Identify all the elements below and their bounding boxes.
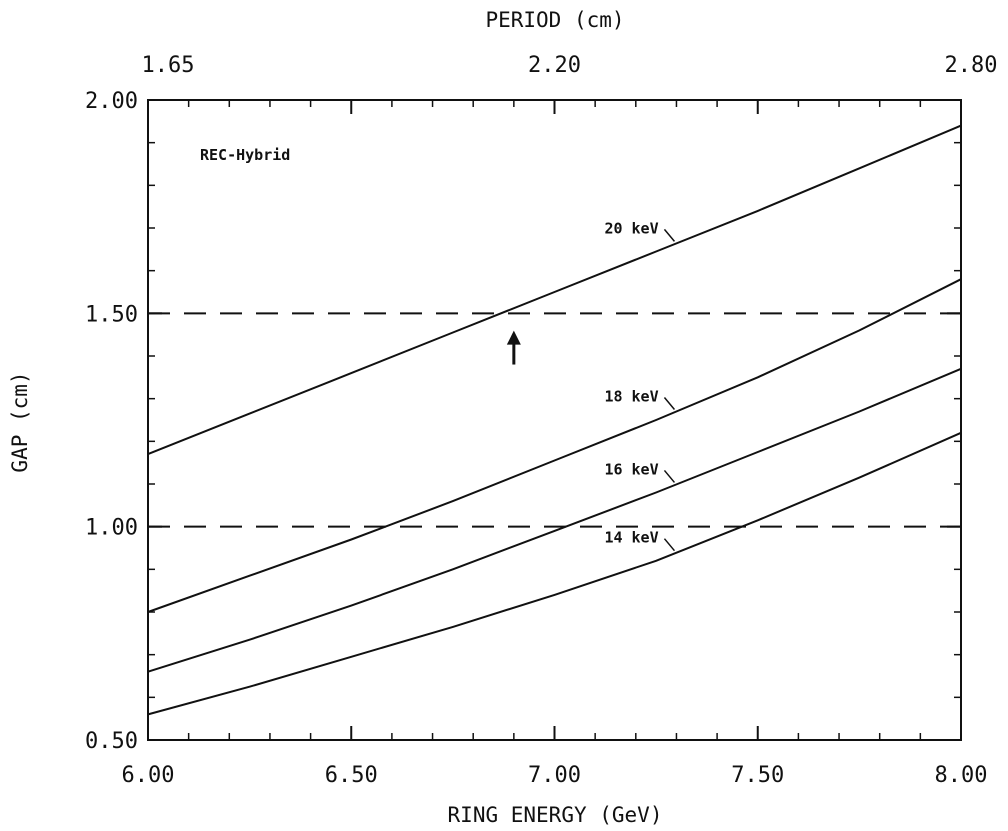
series-label-leader [663,396,676,410]
top-tick-label: 1.65 [142,53,195,78]
x-tick-label: 8.00 [935,763,988,788]
series-label-leader [663,228,676,242]
x-tick-label: 6.00 [122,763,175,788]
y-tick-label: 2.00 [85,89,138,114]
axis-ticks: 6.00 6.50 7.00 7.50 8.00 0.50 1.00 1.50 2.001.65… [85,53,997,788]
series-label-leader [663,469,676,483]
y-tick-label: 0.50 [85,729,138,754]
series-line [147,431,962,716]
series-label: 18 keV [604,387,658,405]
annotation-rec-hybrid: REC-Hybrid [200,146,290,164]
series-label: 16 keV [604,460,658,478]
series-label: 14 keV [604,529,658,547]
y-tick-label: 1.50 [85,302,138,327]
series-line [147,278,962,613]
top-tick-label: 2.80 [945,53,998,78]
x-axis-label: RING ENERGY (GeV) [448,803,663,827]
x-tick-label: 6.50 [325,763,378,788]
reference-lines [148,312,961,528]
y-axis-label: GAP (cm) [8,371,32,472]
series-label-leader [663,538,676,552]
series-label: 20 keV [604,219,658,237]
x-tick-label: 7.00 [528,763,581,788]
series-line [147,124,962,456]
series-layer: 20 keV 18 keV 16 keV 14 keV [147,124,962,716]
x-tick-label: 7.50 [731,763,784,788]
axis-labels: PERIOD (cm) RING ENERGY (GeV) GAP (cm) R… [8,8,662,827]
marker-arrow-head [506,330,521,345]
y-tick-label: 1.00 [85,516,138,541]
top-tick-label: 2.20 [528,53,581,78]
top-axis-label: PERIOD (cm) [485,8,624,32]
series-line [147,367,962,673]
